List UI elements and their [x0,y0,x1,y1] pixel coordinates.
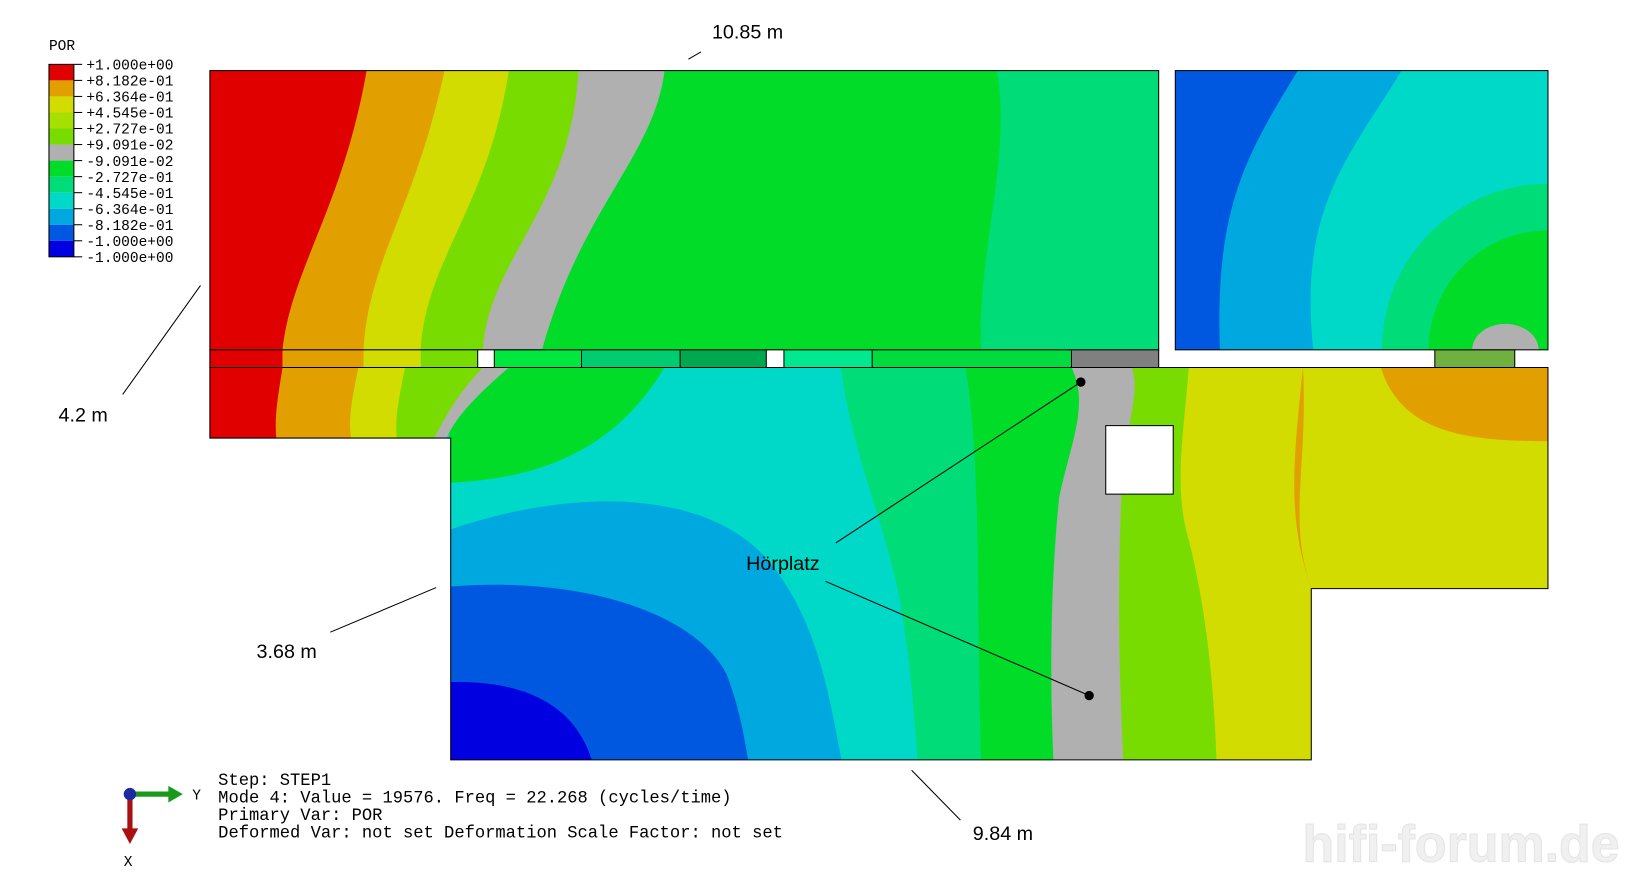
dimension-label: 9.84 m [973,823,1033,845]
legend-label: -1.000e+00 [86,251,173,267]
room-top-left [209,70,1159,350]
legend-swatch [48,208,74,225]
legend-label: -9.091e-02 [86,155,173,171]
annotation: Hörplatz [746,553,819,575]
legend-label: -8.182e-01 [86,219,173,235]
axis-label: Y [192,788,201,804]
dimension-label: 10.85 m [712,21,783,43]
room-outline [1174,70,1549,351]
legend-label: +4.545e-01 [86,107,173,123]
legend-swatch [48,192,74,209]
legend-swatch [48,176,74,193]
listening-point [1076,377,1086,387]
legend-swatch [48,160,74,177]
legend-swatch [48,128,74,145]
axis-label: X [124,855,133,871]
legend-label: +1.000e+00 [86,59,173,75]
room-top-right [1175,70,1548,350]
legend-label: -4.545e-01 [86,187,173,203]
legend-title: POR [49,39,75,55]
watermark: hifi-forum.de [1303,815,1620,872]
dimension-label: 3.68 m [257,641,317,663]
legend-label: +8.182e-01 [86,75,173,91]
info-line: Step: STEP1 [218,772,331,791]
info-line: Primary Var: POR [218,807,382,826]
room-outline [209,366,1549,761]
legend: POR +1.000e+00+8.182e-01+6.364e-01+4.545… [48,39,174,267]
info-line: Deformed Var: not set Deformation Scale … [218,825,783,844]
legend-swatch [48,144,74,161]
legend-swatch [48,224,74,241]
legend-swatch [48,64,74,81]
strip [209,349,1516,369]
legend-swatch [48,80,74,97]
legend-label: +6.364e-01 [86,91,173,107]
legend-label: -6.364e-01 [86,203,173,219]
leader-lines [122,51,1090,821]
info-line: Mode 4: Value = 19576. Freq = 22.268 (cy… [218,789,731,808]
legend-label: +9.091e-02 [86,139,173,155]
dimension-label: 4.2 m [59,404,108,426]
legend-swatch [48,112,74,129]
room-lower [209,367,1548,760]
obstacle [1105,425,1174,495]
axis-triad: Y X [121,785,201,871]
legend-label: -2.727e-01 [86,171,173,187]
legend-swatch [48,240,74,257]
legend-label: +2.727e-01 [86,123,173,139]
listening-point [1084,690,1094,701]
legend-label: -1.000e+00 [86,235,173,251]
legend-swatch [48,96,74,113]
